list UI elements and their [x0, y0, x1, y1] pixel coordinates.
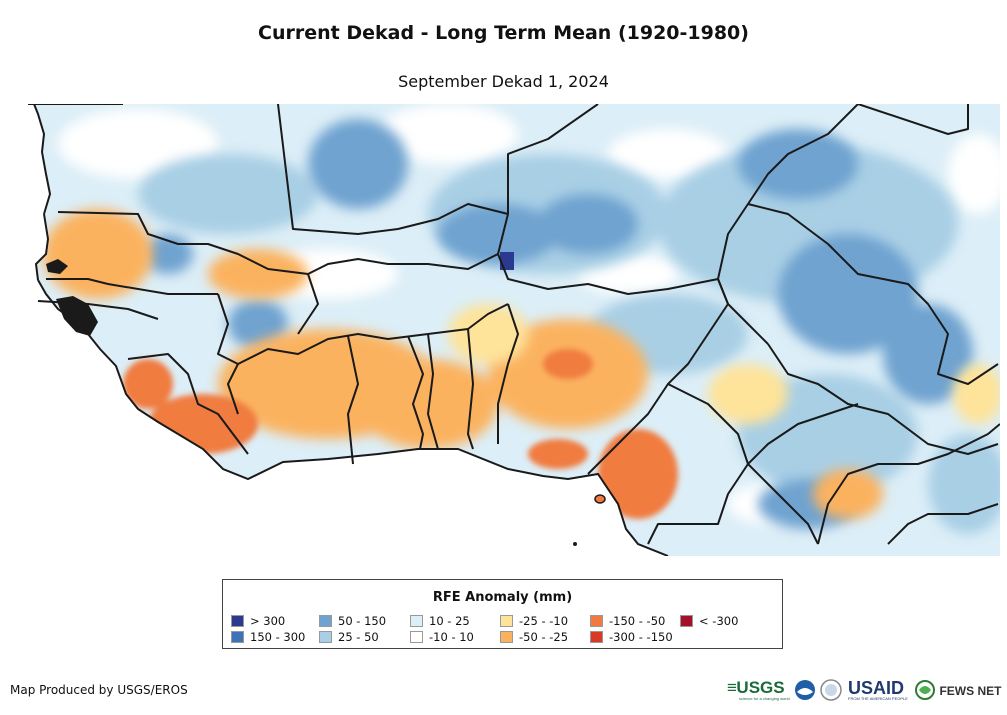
legend-item: 25 - 50	[319, 631, 379, 644]
legend: RFE Anomaly (mm) > 300 150 - 300 50 - 150 2…	[222, 579, 783, 649]
legend-label: 10 - 25	[429, 614, 470, 628]
legend-swatch	[231, 631, 244, 643]
legend-swatch	[319, 615, 332, 627]
legend-swatch	[500, 631, 513, 643]
legend-swatch	[500, 615, 513, 627]
legend-item: > 300	[231, 615, 285, 628]
legend-label: > 300	[250, 614, 286, 628]
legend-item: < -300	[680, 615, 738, 628]
coastline	[34, 213, 669, 556]
legend-swatch	[410, 631, 423, 643]
fewsnet-logo: FEWS NET	[915, 680, 1001, 700]
agency-seal-icon	[820, 679, 842, 706]
legend-swatch	[680, 615, 693, 627]
legend-item: 50 - 150	[319, 615, 386, 628]
legend-item: 150 - 300	[231, 631, 305, 644]
logo-bar: ≡USGS science for a changing world USAID…	[727, 676, 1002, 704]
legend-label: -50 - -25	[519, 630, 569, 644]
usgs-logo: ≡USGS science for a changing world	[727, 678, 790, 701]
legend-label: 150 - 300	[250, 630, 306, 644]
legend-swatch	[590, 631, 603, 643]
legend-swatch	[231, 615, 244, 627]
legend-item: -150 - -50	[590, 615, 665, 628]
legend-swatch	[319, 631, 332, 643]
map-credit: Map Produced by USGS/EROS	[10, 683, 188, 697]
legend-item: -10 - 10	[410, 631, 474, 644]
coastal-estuary	[46, 259, 68, 274]
max-wet-spot	[500, 252, 514, 270]
legend-item: -25 - -10	[500, 615, 568, 628]
noaa-logo-icon	[794, 679, 816, 706]
islands	[46, 259, 606, 546]
legend-swatch	[590, 615, 603, 627]
rainfall-field	[34, 104, 1000, 556]
legend-title: RFE Anomaly (mm)	[432, 590, 573, 605]
legend-item: -300 - -150	[590, 631, 673, 644]
legend-label: 50 - 150	[338, 614, 387, 628]
usaid-logo: USAID FROM THE AMERICAN PEOPLE	[848, 678, 908, 701]
map-title: Current Dekad - Long Term Mean (1920-198…	[258, 22, 749, 44]
legend-item: -50 - -25	[500, 631, 568, 644]
legend-label: < -300	[699, 614, 739, 628]
legend-label: -150 - -50	[609, 614, 666, 628]
anomaly-map	[28, 104, 1000, 556]
dry-zone	[43, 209, 1000, 519]
legend-label: -300 - -150	[609, 630, 673, 644]
legend-label: -10 - 10	[429, 630, 474, 644]
coastline	[33, 104, 52, 215]
legend-label: 25 - 50	[338, 630, 379, 644]
anomaly-map-svg	[28, 104, 1000, 556]
very-dry-zone	[123, 349, 678, 519]
legend-item: 10 - 25	[410, 615, 470, 628]
bijagos-islands	[56, 296, 98, 336]
country-borders	[28, 104, 1000, 545]
map-subtitle: September Dekad 1, 2024	[398, 72, 609, 91]
legend-swatch	[410, 615, 423, 627]
legend-label: -25 - -10	[519, 614, 569, 628]
fewsnet-globe-icon	[915, 680, 935, 700]
